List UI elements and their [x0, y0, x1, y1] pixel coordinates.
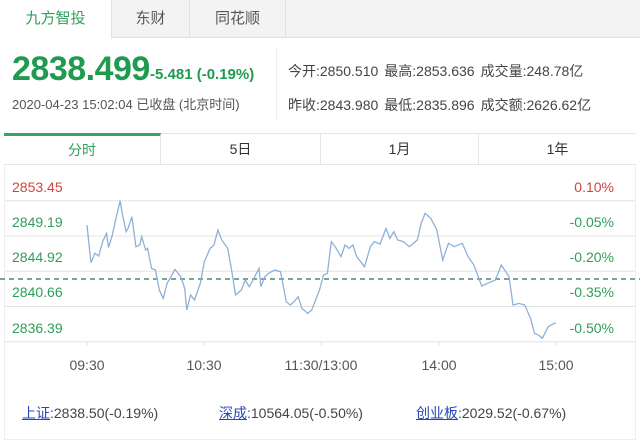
- tab-jiufang[interactable]: 九方智投: [0, 0, 112, 39]
- stat-low: 最低:2835.896: [384, 97, 475, 113]
- x-tick-label: 11:30/13:00: [284, 357, 358, 373]
- chart-panel: [4, 165, 636, 440]
- stat-prev-close: 昨收:2843.980: [288, 97, 379, 113]
- stat-turnover: 成交额:2626.62亿: [480, 97, 592, 113]
- pct-tick-label: -0.50%: [569, 319, 614, 336]
- period-tabs: 分时 5日 1月 1年: [4, 133, 636, 165]
- link-shanghai[interactable]: 上证: [22, 405, 50, 421]
- stat-high: 最高:2853.636: [384, 63, 475, 79]
- tab-dongcai[interactable]: 东财: [112, 0, 190, 38]
- y-tick-label: 2849.19: [12, 213, 63, 230]
- link-chinext[interactable]: 创业板: [416, 405, 458, 421]
- x-tick-label: 15:00: [538, 357, 574, 373]
- stat-open: 今开:2850.510: [288, 63, 379, 79]
- x-tick-label: 09:30: [69, 357, 105, 373]
- index-value: :2838.50(-0.19%): [50, 405, 159, 421]
- index-value: :10564.05(-0.50%): [247, 405, 363, 421]
- quote-datetime: 2020-04-23 15:02:04 已收盘 (北京时间): [12, 97, 240, 112]
- x-tick-label: 14:00: [421, 357, 457, 373]
- y-tick-label: 2853.45: [12, 178, 63, 195]
- source-tabs: 九方智投 东财 同花顺: [0, 0, 640, 39]
- pct-tick-label: -0.05%: [569, 213, 614, 230]
- index-shanghai: 上证:2838.50(-0.19%): [22, 403, 158, 423]
- stat-volume: 成交量:248.78亿: [480, 63, 584, 79]
- index-value: :2029.52(-0.67%): [458, 405, 567, 421]
- tab-5day[interactable]: 5日: [161, 134, 321, 165]
- divider: [276, 48, 277, 120]
- tab-1month[interactable]: 1月: [321, 134, 479, 165]
- tab-tonghuashun[interactable]: 同花顺: [190, 0, 286, 38]
- tab-intraday[interactable]: 分时: [4, 133, 161, 164]
- pct-tick-label: -0.20%: [569, 249, 614, 266]
- pct-tick-label: 0.10%: [574, 178, 614, 195]
- current-price: 2838.499: [12, 50, 150, 88]
- price-line: [86, 200, 556, 340]
- link-shenzhen[interactable]: 深成: [219, 405, 247, 421]
- pct-tick-label: -0.35%: [569, 284, 614, 301]
- index-shenzhen: 深成:10564.05(-0.50%): [219, 403, 363, 423]
- y-tick-label: 2844.92: [12, 249, 63, 266]
- stats-row-1: 今开:2850.510 最高:2853.636 成交量:248.78亿: [288, 61, 589, 81]
- y-tick-label: 2836.39: [12, 319, 63, 336]
- stats-row-2: 昨收:2843.980 最低:2835.896 成交额:2626.62亿: [288, 95, 597, 115]
- price-change: -5.481 (-0.19%): [150, 66, 255, 83]
- index-chinext: 创业板:2029.52(-0.67%): [416, 403, 566, 423]
- y-tick-label: 2840.66: [12, 284, 63, 301]
- x-tick-label: 10:30: [186, 357, 222, 373]
- tab-1year[interactable]: 1年: [546, 141, 569, 157]
